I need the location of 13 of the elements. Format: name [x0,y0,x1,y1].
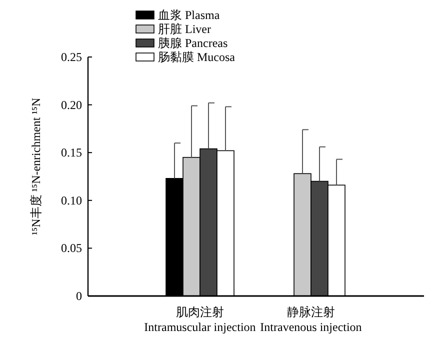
y-tick-label: 0.20 [61,98,82,112]
y-axis-title: ¹⁵N丰度 ¹⁵N-enrichment ¹⁵N [29,98,43,236]
legend-label: 胰腺 Pancreas [158,36,228,50]
y-tick-label: 0.25 [61,50,82,64]
x-tick-label: 肌肉注射 Intramuscular injection [144,305,256,334]
legend-label: 血浆 Plasma [158,8,220,22]
y-tick-label: 0.10 [61,193,82,208]
x-tick-label: 静脉注射 Intravenous injection [260,305,362,334]
legend-label: 肝脏 Liver [158,22,211,36]
y-tick-label: 0.05 [61,241,82,256]
y-tick-label: 0 [76,289,82,303]
y-tick-label: 0.15 [61,146,82,160]
legend-label: 肠黏膜 Mucosa [158,50,236,64]
